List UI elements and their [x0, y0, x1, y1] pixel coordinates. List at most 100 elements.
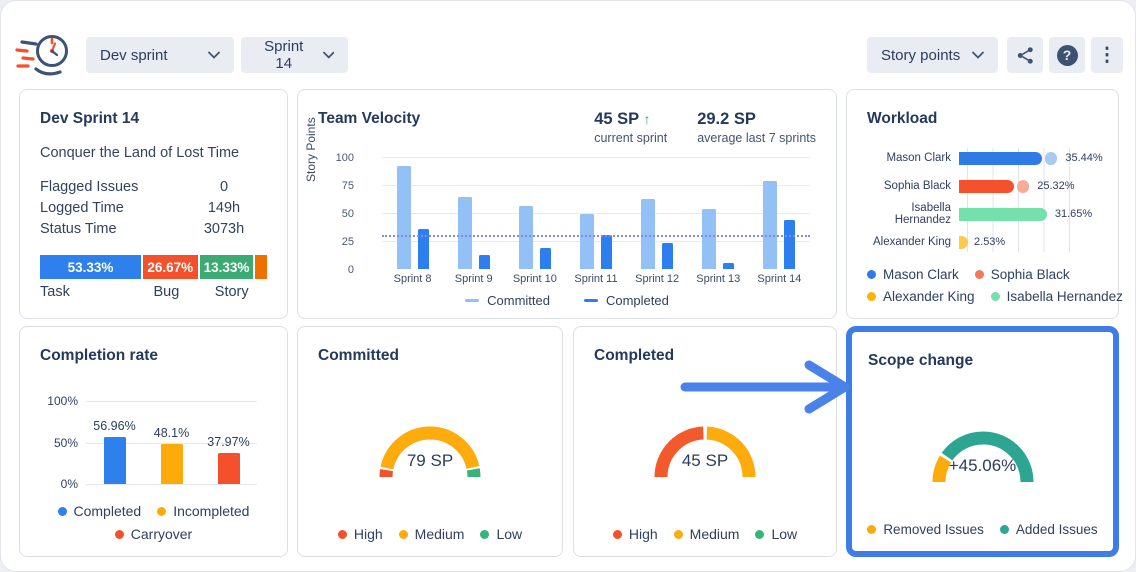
distribution-label: Bug [153, 284, 180, 300]
workload-card: Workload Mason Clark 35.44% Sophia Black 25… [846, 89, 1123, 319]
legend-dot [57, 506, 67, 516]
legend-item: Completed [57, 503, 141, 519]
completed-gauge: 45 SP [630, 413, 780, 485]
share-button[interactable] [1007, 37, 1043, 73]
y-axis-tick: 0 [347, 264, 354, 276]
legend-item: Isabella Hernandez [990, 289, 1123, 304]
committed-card-title: Committed [318, 347, 399, 364]
velocity-bars [382, 158, 810, 269]
average-reference-line [382, 234, 810, 237]
app-logo-icon [15, 35, 68, 76]
legend-dot [612, 529, 622, 539]
bar-slot: 48.1% [143, 401, 200, 484]
scope-change-card: Scope change +45.06% Removed Issues Added… [846, 326, 1119, 557]
workload-track: 31.65% [959, 207, 1092, 221]
committed-bar [702, 209, 717, 269]
bar-group [504, 158, 565, 269]
board-selector-dropdown[interactable]: Dev sprint [86, 37, 234, 73]
committed-bar [518, 205, 533, 269]
bar-group [565, 158, 626, 269]
legend-dash [465, 298, 480, 303]
completed-legend: High Medium Low [574, 519, 836, 542]
stat-row: Status Time 3073h [40, 219, 267, 240]
workload-value: 25.32% [1037, 180, 1075, 192]
y-axis-tick: 100% [47, 394, 78, 408]
gauge-segment [932, 431, 1033, 483]
legend-item: Low [755, 526, 797, 542]
legend-item: Mason Clark [867, 267, 959, 282]
metric-selector-dropdown[interactable]: Story points [867, 37, 998, 73]
completed-card: Completed 45 SP High Medium Low [573, 326, 837, 557]
legend-item: Committed [465, 293, 550, 308]
velocity-card-title: Team Velocity [318, 110, 421, 127]
legend-label: Added Issues [1015, 522, 1098, 537]
workload-gridlines [967, 148, 1070, 252]
bar-value-label: 37.97% [207, 434, 250, 449]
legend-item: Medium [398, 526, 464, 542]
gauge-segment [654, 426, 756, 478]
completion-legend: Completed Incompleted Carryover [20, 496, 287, 542]
workload-value: 31.65% [1054, 208, 1093, 220]
bar-group [688, 158, 749, 269]
legend-dot [755, 529, 765, 539]
committed-bar [579, 213, 594, 269]
legend-item: Carryover [114, 526, 192, 542]
legend-item: Alexander King [867, 289, 975, 304]
committed-value: 79 SP [406, 451, 454, 470]
sprint-goal: Conquer the Land of Lost Time [40, 145, 240, 161]
completed-bar [600, 234, 612, 269]
velocity-legend: Committed Completed [318, 293, 816, 308]
y-axis-title: Story Points [304, 117, 318, 182]
bar-group [749, 158, 810, 269]
current-sprint-stat: 45 SP ↑ current sprint [594, 110, 667, 145]
sprint-selector-dropdown[interactable]: Sprint 14 [241, 37, 348, 73]
y-axis-tick: 25 [341, 236, 354, 248]
workload-track: 2.53% [959, 235, 1070, 249]
workload-chart: Mason Clark 35.44% Sophia Black 25.32% Isabe… [867, 144, 1103, 256]
y-axis-tick: 75 [341, 180, 354, 192]
legend-item: Completed [583, 293, 669, 308]
stat-label: Flagged Issues [40, 179, 139, 195]
y-axis-ticks: 0 25 50 75 100 [322, 152, 354, 276]
metric-selector-label: Story points [881, 46, 961, 64]
x-axis-label: Sprint 9 [454, 273, 493, 285]
legend-dot [990, 292, 1000, 301]
current-sprint-value: 45 SP [594, 110, 639, 128]
completion-card-title: Completion rate [40, 347, 158, 364]
help-button[interactable]: ? [1049, 37, 1085, 73]
x-axis-labels: Sprint 8 Sprint 9 Sprint 10 Sprint 11 Sprint… [382, 273, 810, 285]
legend-dot [867, 525, 877, 534]
legend-label: High [628, 526, 658, 542]
average-value: 29.2 SP [697, 110, 756, 128]
legend-dot [398, 529, 408, 539]
workload-track: 35.44% [959, 151, 1103, 165]
legend-row: Carryover [20, 526, 287, 542]
workload-bar-cap [1017, 179, 1030, 193]
workload-bar [959, 235, 968, 249]
workload-bar-main [959, 207, 1047, 221]
committed-gauge: 79 SP [355, 413, 505, 485]
x-axis-label: Sprint 10 [512, 273, 557, 285]
assignee-name: Sophia Black [883, 180, 951, 192]
stat-value: 149h [207, 200, 241, 216]
x-axis-label: Sprint 14 [757, 273, 802, 285]
completion-plot: 0% 50% 100% 56.96% 48.1% 37.97% [47, 394, 257, 491]
workload-value: 2.53% [974, 236, 1006, 248]
legend-label: Low [771, 526, 798, 542]
team-velocity-card: Team Velocity 45 SP ↑ current sprint 29.… [297, 89, 837, 319]
more-menu-button[interactable]: ⋮ [1091, 37, 1123, 73]
completed-bar [417, 229, 429, 269]
legend-item: Medium [673, 526, 739, 542]
legend-item: High [337, 526, 383, 542]
stat-value: 0 [219, 179, 229, 195]
completion-bar [217, 452, 240, 484]
issue-distribution-labels: Task Bug Story [40, 284, 267, 302]
legend-dot [974, 270, 984, 279]
workload-bar-main [959, 179, 1015, 193]
kebab-menu-icon: ⋮ [1097, 44, 1117, 66]
x-axis-label: Sprint 8 [393, 273, 432, 285]
completion-rate-card: Completion rate 0% 50% 100% 56.96% 48.1% 37.… [19, 326, 288, 557]
legend-dot [673, 529, 683, 539]
scope-change-value: +45.06% [948, 456, 1017, 475]
completed-bar [723, 263, 735, 269]
